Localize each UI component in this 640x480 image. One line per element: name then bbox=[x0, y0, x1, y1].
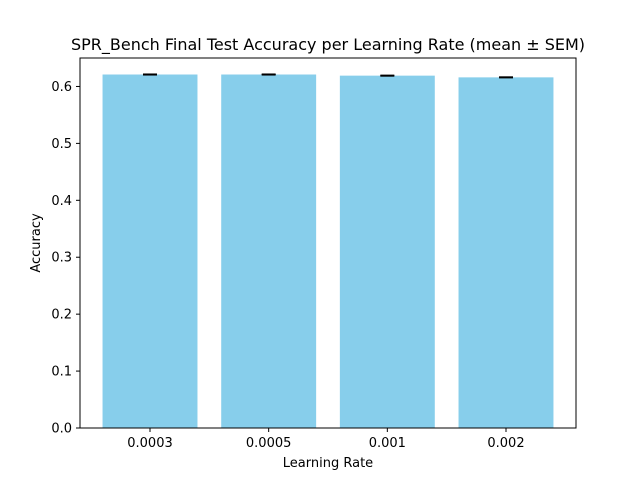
x-axis-label: Learning Rate bbox=[283, 456, 373, 471]
y-axis-label: Accuracy bbox=[29, 213, 44, 273]
y-tick-label-0.1: 0.1 bbox=[51, 365, 72, 380]
y-tick-label-0.3: 0.3 bbox=[51, 251, 72, 266]
x-tick-label-0.0005: 0.0005 bbox=[246, 436, 292, 451]
error-bars-group bbox=[143, 73, 513, 79]
chart-title: SPR_Bench Final Test Accuracy per Learni… bbox=[71, 35, 585, 55]
y-tick-label-0.4: 0.4 bbox=[51, 194, 72, 209]
x-ticks-group: 0.0003 0.0005 0.001 0.002 bbox=[127, 428, 525, 451]
y-tick-label-0.5: 0.5 bbox=[51, 137, 72, 152]
bar-0.0003 bbox=[102, 74, 198, 428]
bar-0.0005 bbox=[221, 74, 317, 428]
bar-0.002 bbox=[458, 77, 554, 428]
y-tick-label-0.2: 0.2 bbox=[51, 308, 72, 323]
plot-frame bbox=[79, 57, 577, 429]
y-tick-label-0.6: 0.6 bbox=[51, 80, 72, 95]
x-tick-label-0.002: 0.002 bbox=[487, 436, 524, 451]
axes-group bbox=[79, 57, 577, 429]
y-tick-label-0.0: 0.0 bbox=[51, 422, 72, 437]
x-tick-label-0.001: 0.001 bbox=[369, 436, 406, 451]
y-ticks-group: 0.0 0.1 0.2 0.3 0.4 0.5 0.6 bbox=[51, 80, 80, 437]
x-tick-label-0.0003: 0.0003 bbox=[127, 436, 173, 451]
bars-group bbox=[102, 74, 554, 429]
bar-0.001 bbox=[339, 75, 435, 429]
